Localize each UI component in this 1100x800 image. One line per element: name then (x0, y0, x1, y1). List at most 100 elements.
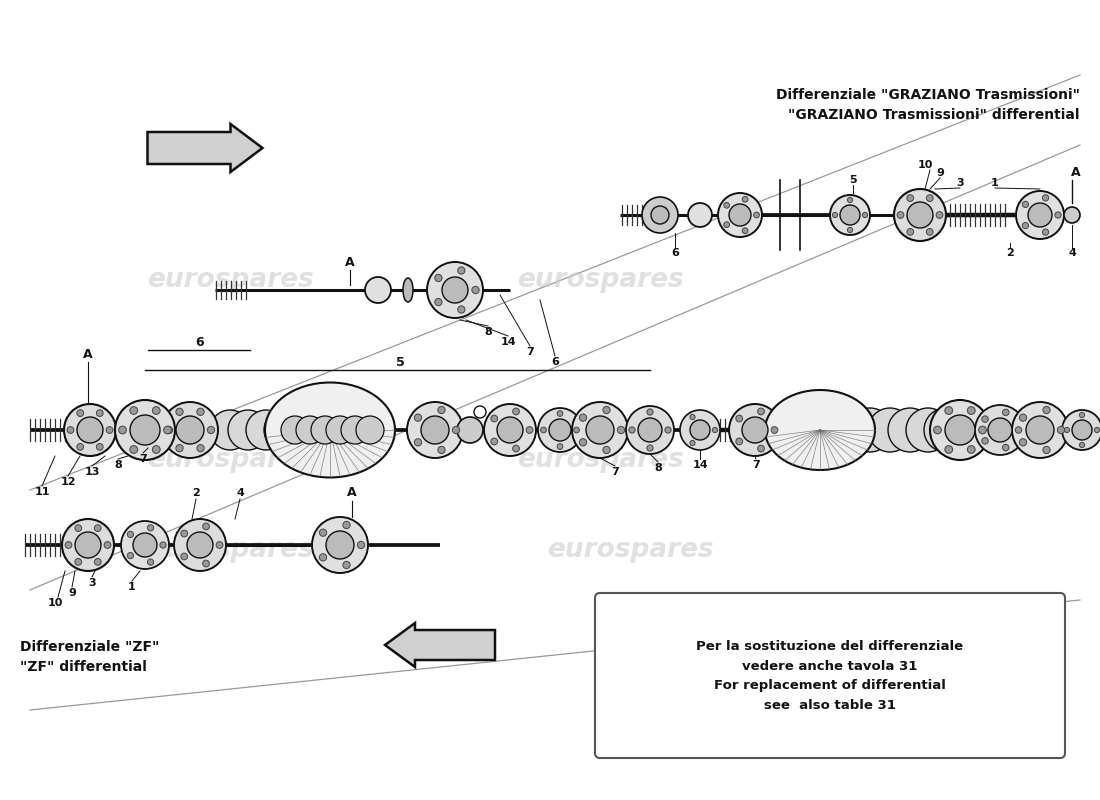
Text: 6: 6 (551, 357, 559, 367)
Circle shape (75, 558, 81, 566)
Text: A: A (348, 486, 356, 499)
Circle shape (484, 404, 536, 456)
Circle shape (729, 204, 751, 226)
Text: 8: 8 (484, 327, 492, 337)
Circle shape (1043, 446, 1050, 454)
Circle shape (988, 418, 1012, 442)
Circle shape (1043, 194, 1048, 201)
Circle shape (152, 406, 161, 414)
Circle shape (930, 400, 990, 460)
Circle shape (246, 410, 286, 450)
Circle shape (586, 416, 614, 444)
Circle shape (647, 445, 653, 451)
Circle shape (95, 558, 101, 566)
Text: 12: 12 (60, 477, 76, 487)
Circle shape (888, 408, 932, 452)
Text: eurospares: eurospares (146, 447, 314, 473)
Circle shape (617, 426, 625, 434)
Text: 4: 4 (236, 488, 244, 498)
Circle shape (95, 525, 101, 531)
Circle shape (664, 427, 671, 433)
Polygon shape (147, 124, 263, 172)
Circle shape (1026, 416, 1054, 444)
Circle shape (407, 402, 463, 458)
Circle shape (427, 262, 483, 318)
Circle shape (603, 446, 611, 454)
Circle shape (830, 195, 870, 235)
Circle shape (982, 438, 988, 444)
Circle shape (580, 438, 586, 446)
Circle shape (847, 227, 852, 233)
Circle shape (724, 202, 729, 208)
Circle shape (104, 542, 111, 548)
Circle shape (75, 532, 101, 558)
Circle shape (116, 400, 175, 460)
Circle shape (152, 446, 161, 454)
Text: 7: 7 (752, 460, 760, 470)
Circle shape (358, 542, 364, 549)
Circle shape (442, 277, 468, 303)
Circle shape (1064, 207, 1080, 223)
Circle shape (197, 445, 205, 452)
Circle shape (906, 408, 950, 452)
Circle shape (729, 404, 781, 456)
Circle shape (438, 406, 446, 414)
Circle shape (264, 410, 304, 450)
Circle shape (130, 406, 138, 414)
Circle shape (754, 212, 759, 218)
Circle shape (1094, 427, 1100, 433)
Circle shape (434, 298, 442, 306)
Text: Differenziale "GRAZIANO Trasmissioni": Differenziale "GRAZIANO Trasmissioni" (776, 88, 1080, 102)
Circle shape (326, 531, 354, 559)
Text: 10: 10 (47, 598, 63, 608)
Circle shape (165, 426, 173, 434)
Circle shape (97, 410, 103, 417)
Circle shape (312, 517, 368, 573)
Circle shape (862, 212, 868, 218)
Circle shape (1002, 444, 1009, 451)
Circle shape (526, 426, 532, 434)
Circle shape (848, 408, 892, 452)
Circle shape (130, 446, 138, 454)
Circle shape (1016, 191, 1064, 239)
Circle shape (967, 406, 976, 414)
Circle shape (742, 197, 748, 202)
Circle shape (513, 445, 519, 452)
Text: 4: 4 (1068, 248, 1076, 258)
Ellipse shape (764, 390, 875, 470)
Text: 2: 2 (1006, 248, 1014, 258)
Circle shape (1079, 442, 1085, 448)
Circle shape (65, 542, 72, 548)
Circle shape (724, 222, 729, 227)
Circle shape (926, 194, 933, 202)
Circle shape (208, 426, 214, 434)
Circle shape (718, 193, 762, 237)
Circle shape (176, 416, 204, 444)
Circle shape (452, 426, 460, 434)
Text: Per la sostituzione del differenziale
vedere anche tavola 31
For replacement of : Per la sostituzione del differenziale ve… (696, 640, 964, 712)
Text: 5: 5 (396, 355, 405, 369)
Circle shape (629, 427, 635, 433)
Circle shape (491, 438, 497, 445)
Text: A: A (345, 255, 355, 269)
Circle shape (202, 523, 209, 530)
Circle shape (160, 542, 166, 548)
Circle shape (906, 229, 914, 235)
Circle shape (680, 410, 720, 450)
Circle shape (176, 408, 183, 415)
Circle shape (162, 402, 218, 458)
Text: 1: 1 (128, 582, 136, 592)
Circle shape (847, 198, 852, 202)
Circle shape (456, 417, 483, 443)
Text: 6: 6 (196, 335, 205, 349)
Circle shape (549, 419, 571, 441)
Text: 2: 2 (192, 488, 200, 498)
Circle shape (513, 408, 519, 415)
Polygon shape (385, 623, 495, 667)
Circle shape (1020, 414, 1026, 422)
Circle shape (1015, 426, 1022, 434)
Circle shape (187, 532, 213, 558)
Text: 5: 5 (849, 175, 857, 185)
Circle shape (434, 274, 442, 282)
Circle shape (77, 410, 84, 417)
